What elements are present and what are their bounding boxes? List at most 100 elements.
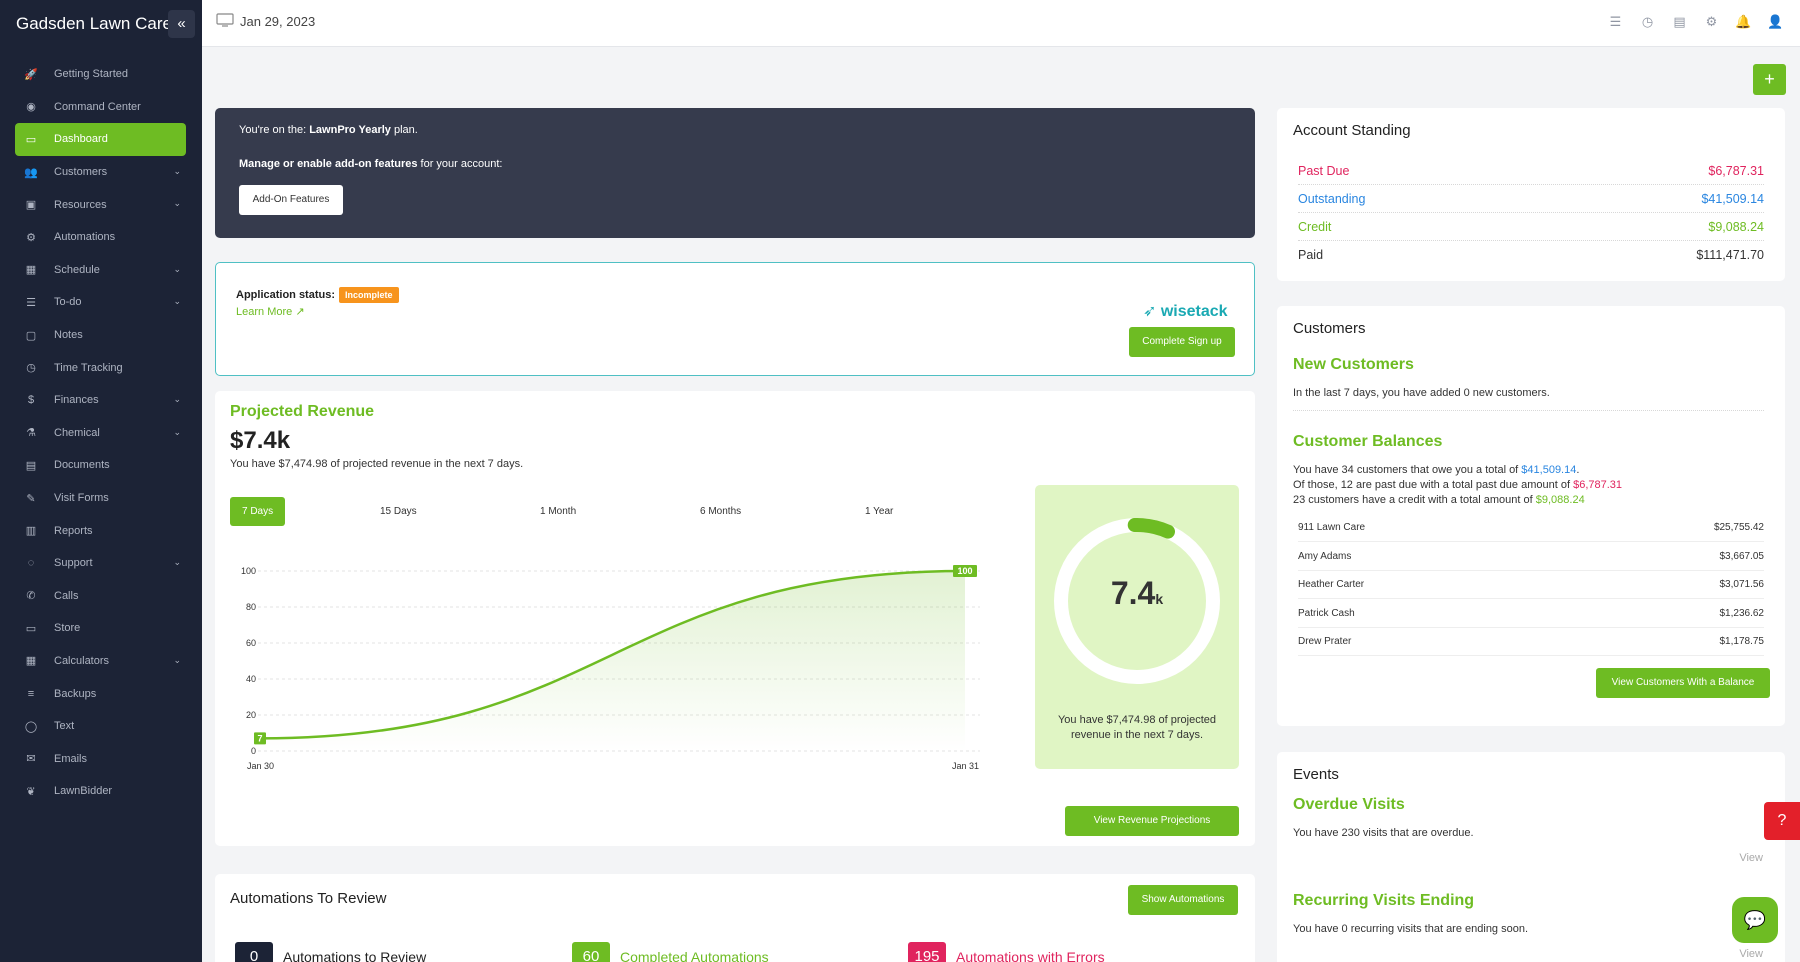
bird-icon: ➶ [1143,303,1157,320]
range-tab-1-month[interactable]: 1 Month [540,506,577,517]
range-tab-7-days[interactable]: 7 Days [230,497,286,526]
sidebar-item-label: Store [54,622,81,635]
account-label: Past Due [1298,163,1350,178]
sidebar-item-finances[interactable]: $ Finances ⌄ [15,384,186,417]
sidebar-item-label: Support [54,557,93,570]
nav-icon: 🚀 [24,68,38,81]
gear-icon[interactable]: ⚙ [1705,14,1718,29]
chevron-down-icon: ⌄ [173,426,181,437]
y-tick-label: 0 [251,746,256,756]
sidebar-item-label: Documents [54,459,110,472]
account-label: Outstanding [1298,191,1366,206]
balance-row[interactable]: Drew Prater $1,178.75 [1298,628,1764,656]
message-icon[interactable]: ▤ [1673,14,1686,29]
nav-icon: ▭ [25,133,37,146]
status-badge: Incomplete [339,287,399,303]
sidebar-item-schedule[interactable]: ▦ Schedule ⌄ [15,254,186,287]
nav-icon: ⚙ [26,231,36,244]
sidebar-item-calculators[interactable]: ▦ Calculators ⌄ [15,645,186,678]
account-value: $111,471.70 [1696,248,1764,262]
balance-row[interactable]: Patrick Cash $1,236.62 [1298,600,1764,628]
sidebar-item-support[interactable]: ◌ Support ⌄ [15,547,186,580]
automation-stat[interactable]: 0 Automations to Review [235,942,426,962]
nav-icon: ✉ [26,753,36,766]
show-automations-button[interactable]: Show Automations [1128,885,1238,915]
user-icon[interactable]: 👤 [1767,14,1784,29]
addon-line: Manage or enable add-on features for you… [239,158,503,170]
nav-icon: ✎ [26,492,36,505]
sidebar-item-time-tracking[interactable]: ◷ Time Tracking [15,351,186,384]
sidebar-item-getting-started[interactable]: 🚀 Getting Started [15,58,186,91]
nav-icon: ◌ [27,557,35,570]
automation-stat[interactable]: 60 Completed Automations [572,942,769,962]
sidebar-item-text[interactable]: ◯ Text [15,710,186,743]
add-button[interactable]: + [1753,64,1786,95]
sidebar-item-command-center[interactable]: ◉ Command Center [15,91,186,124]
automations-card: Automations To Review Show Automations 0… [215,874,1255,962]
range-tab-15-days[interactable]: 15 Days [380,506,417,517]
range-tab-6-months[interactable]: 6 Months [700,506,742,517]
sidebar-item-backups[interactable]: ≡ Backups [15,677,186,710]
gauge-arc [1127,518,1175,539]
balance-row[interactable]: Amy Adams $3,667.05 [1298,543,1764,571]
sidebar-item-automations[interactable]: ⚙ Automations [15,221,186,254]
sidebar-item-label: Emails [54,752,88,765]
view-customers-balance-button[interactable]: View Customers With a Balance [1596,668,1770,698]
automation-count: 0 [235,942,273,962]
bell-icon[interactable]: 🔔 [1735,14,1752,29]
automation-label: Automations with Errors [956,949,1105,962]
sidebar-item-customers[interactable]: 👥 Customers ⌄ [15,156,186,189]
sidebar-item-label: Getting Started [54,68,128,81]
sidebar-item-resources[interactable]: ▣ Resources ⌄ [15,188,186,221]
chat-button[interactable]: 💬 [1732,897,1778,943]
sidebar-item-lawnbidder[interactable]: ❦ LawnBidder [15,775,186,808]
customers-title: Customers [1293,320,1366,337]
sidebar-item-calls[interactable]: ✆ Calls [15,580,186,613]
automation-stat[interactable]: 195 Automations with Errors [908,942,1105,962]
view-recurring-link[interactable]: View [1739,948,1763,960]
sidebar-item-reports[interactable]: ▥ Reports [15,514,186,547]
addon-features-button[interactable]: Add-On Features [239,185,343,215]
sidebar-item-label: Schedule [54,263,100,276]
balance-row[interactable]: Heather Carter $3,071.56 [1298,571,1764,599]
application-card: Application status: Incomplete Learn More… [215,262,1255,376]
sidebar-item-label: Finances [54,394,99,407]
nav-icon: ⚗ [26,427,36,440]
customer-name: Patrick Cash [1298,607,1355,619]
help-button[interactable]: ? [1764,802,1800,840]
sidebar-item-documents[interactable]: ▤ Documents [15,449,186,482]
nav-icon: 👥 [24,166,38,179]
y-tick-label: 60 [246,638,256,648]
balance-row[interactable]: 911 Lawn Care $25,755.42 [1298,514,1764,542]
sidebar-item-label: Calls [54,589,79,602]
nav-icon: ▤ [25,459,37,472]
collapse-sidebar-button[interactable]: « [168,10,195,38]
automation-count: 60 [572,942,610,962]
topbar: Jan 29, 2023 ☰ ◷ ▤ ⚙ 🔔 👤 [202,0,1800,47]
clock-icon[interactable]: ◷ [1641,14,1654,29]
sidebar-item-label: Dashboard [54,133,108,146]
learn-more-link[interactable]: Learn More ↗ [236,306,305,318]
account-standing-title: Account Standing [1293,122,1411,139]
sidebar-item-chemical[interactable]: ⚗ Chemical ⌄ [15,417,186,450]
account-value: $9,088.24 [1708,219,1764,234]
sidebar-item-label: Automations [54,231,116,244]
nav-icon: ≡ [27,687,35,700]
nav-icon: ▦ [25,655,37,668]
range-tab-1-year[interactable]: 1 Year [865,506,894,517]
complete-signup-button[interactable]: Complete Sign up [1129,327,1235,357]
automations-title: Automations To Review [230,890,387,907]
current-date: Jan 29, 2023 [240,14,316,29]
nav-icon: ❦ [26,785,36,798]
list-icon[interactable]: ☰ [1609,14,1622,29]
view-overdue-link[interactable]: View [1739,852,1763,864]
sidebar-item-label: Chemical [54,426,100,439]
sidebar-item-to-do[interactable]: ☰ To-do ⌄ [15,286,186,319]
sidebar-item-store[interactable]: ▭ Store [15,612,186,645]
sidebar-item-emails[interactable]: ✉ Emails [15,742,186,775]
view-revenue-projections-button[interactable]: View Revenue Projections [1065,806,1239,836]
sidebar-item-label: Backups [54,687,97,700]
sidebar-item-notes[interactable]: ▢ Notes [15,319,186,352]
sidebar-item-dashboard[interactable]: ▭ Dashboard [15,123,186,156]
sidebar-item-visit-forms[interactable]: ✎ Visit Forms [15,482,186,515]
